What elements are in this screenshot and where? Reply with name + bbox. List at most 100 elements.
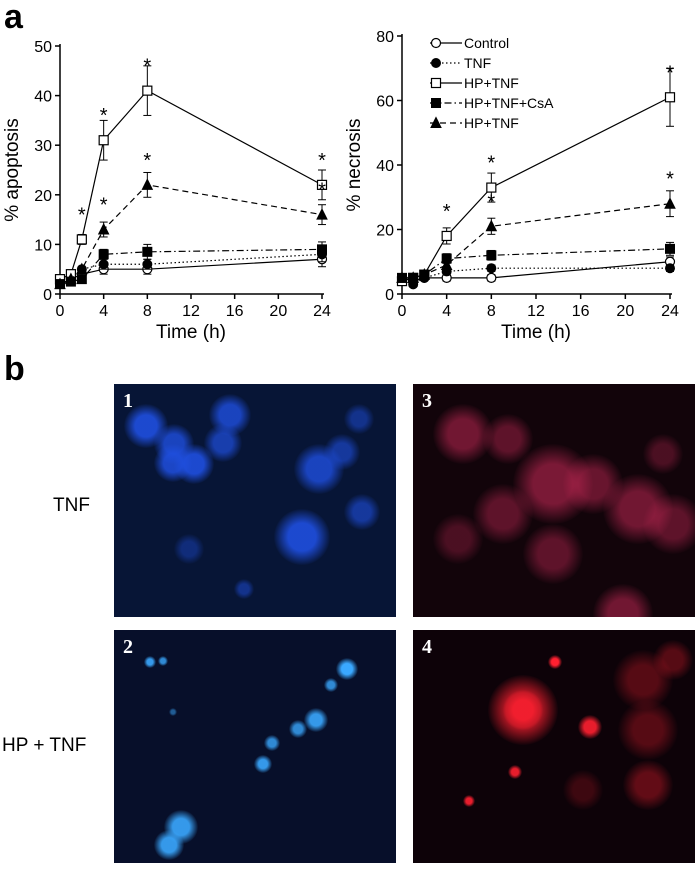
series-line xyxy=(59,184,323,285)
series-line xyxy=(402,203,671,279)
x-tick-label: 16 xyxy=(572,303,590,320)
series-1 xyxy=(55,246,327,290)
y-tick-label: 50 xyxy=(34,39,52,56)
cell-blob xyxy=(169,708,177,716)
x-tick-label: 4 xyxy=(99,303,108,320)
cell-blob xyxy=(508,765,522,779)
cell-blob xyxy=(274,509,330,565)
series-0 xyxy=(54,251,328,290)
cell-blob xyxy=(433,514,483,564)
micrograph-4: 4 xyxy=(413,630,695,863)
data-point xyxy=(431,98,441,108)
row-label-tnf: TNF xyxy=(53,495,90,516)
y-tick-label: 30 xyxy=(34,138,52,155)
data-point xyxy=(142,246,153,257)
panel-b-letter: b xyxy=(4,350,25,388)
y-tick-label: 40 xyxy=(34,89,52,106)
series-2 xyxy=(54,65,328,285)
cell-blob xyxy=(623,760,673,810)
significance-star: * xyxy=(78,204,86,226)
legend-label: HP+TNF xyxy=(464,115,519,131)
x-tick-label: 8 xyxy=(487,303,496,320)
data-point xyxy=(430,116,442,128)
cell-blob xyxy=(618,700,678,760)
x-tick-label: 8 xyxy=(143,303,152,320)
x-tick-label: 4 xyxy=(442,303,451,320)
cell-blob xyxy=(643,434,683,474)
legend-label: Control xyxy=(464,35,509,51)
cell-blob xyxy=(324,678,338,692)
data-point xyxy=(98,259,109,270)
series-0 xyxy=(396,256,676,287)
cell-blob xyxy=(304,708,328,732)
data-point xyxy=(485,219,498,232)
x-tick-label: 16 xyxy=(226,303,244,320)
significance-star: * xyxy=(100,195,108,217)
cell-blob xyxy=(563,770,603,810)
significance-star: * xyxy=(318,180,326,202)
y-tick-label: 10 xyxy=(34,237,52,254)
cell-blob xyxy=(523,524,583,584)
data-point xyxy=(664,92,676,103)
significance-star: * xyxy=(443,201,451,223)
x-tick-label: 0 xyxy=(56,303,65,320)
y-tick-label: 60 xyxy=(376,94,394,111)
x-tick-label: 12 xyxy=(182,303,200,320)
row-label-hp-tnf: HP + TNF xyxy=(2,735,87,756)
cell-blob xyxy=(653,640,693,680)
x-axis-label: Time (h) xyxy=(501,322,571,343)
data-point xyxy=(486,263,497,274)
series-4 xyxy=(396,190,676,283)
data-point xyxy=(76,234,87,245)
y-tick-label: 40 xyxy=(376,158,394,175)
series-4 xyxy=(54,171,328,290)
y-axis-label: % necrosis xyxy=(344,119,365,212)
legend-label: TNF xyxy=(464,55,491,71)
data-point xyxy=(430,77,442,89)
data-point xyxy=(141,178,154,190)
data-point xyxy=(98,249,109,260)
significance-star: * xyxy=(666,169,674,191)
data-point xyxy=(430,37,442,49)
data-point xyxy=(76,262,88,275)
data-point xyxy=(441,230,452,242)
significance-star: * xyxy=(143,56,151,78)
data-point xyxy=(431,58,441,68)
y-tick-label: 80 xyxy=(376,29,394,46)
data-point xyxy=(54,277,66,290)
x-tick-label: 20 xyxy=(616,303,634,320)
significance-star: * xyxy=(100,105,108,127)
significance-star: * xyxy=(487,191,495,213)
significance-star: * xyxy=(666,62,674,84)
cell-blob xyxy=(209,394,251,436)
legend-label: HP+TNF+CsA xyxy=(464,95,554,111)
cell-blob xyxy=(488,675,558,745)
data-point xyxy=(65,272,77,285)
cell-blob xyxy=(613,650,673,710)
micrograph-number: 1 xyxy=(123,390,133,412)
cell-blob xyxy=(344,404,374,434)
apoptosis-chart: 0 10 20 30 40 50 0 4 8 12 16 20 24 Time (h) % apoptosi… xyxy=(2,39,331,343)
necrosis-chart: 0 20 40 60 80 0 4 8 12 16 20 24 Time (h) % necrosis * *… xyxy=(344,29,679,343)
legend: Control TNF HP+TNF HP+TNF+CsA HP+TNF xyxy=(430,35,554,131)
cell-blob xyxy=(264,735,280,751)
significance-star: * xyxy=(487,153,495,175)
data-point xyxy=(316,179,328,190)
micrograph-2: 2 xyxy=(114,630,396,863)
micrograph-number: 3 xyxy=(422,390,432,412)
data-point xyxy=(98,135,109,146)
data-point xyxy=(665,263,675,274)
y-tick-label: 0 xyxy=(43,287,52,304)
data-point xyxy=(76,274,87,285)
y-tick-label: 20 xyxy=(376,223,394,240)
data-point xyxy=(440,258,453,270)
cell-blob xyxy=(463,795,475,807)
cell-blob xyxy=(144,656,156,668)
data-point xyxy=(407,271,419,283)
y-tick-label: 20 xyxy=(34,188,52,205)
x-tick-label: 24 xyxy=(661,303,679,320)
data-point xyxy=(316,208,328,220)
cell-blob xyxy=(593,584,653,617)
x-tick-label: 12 xyxy=(527,303,545,320)
